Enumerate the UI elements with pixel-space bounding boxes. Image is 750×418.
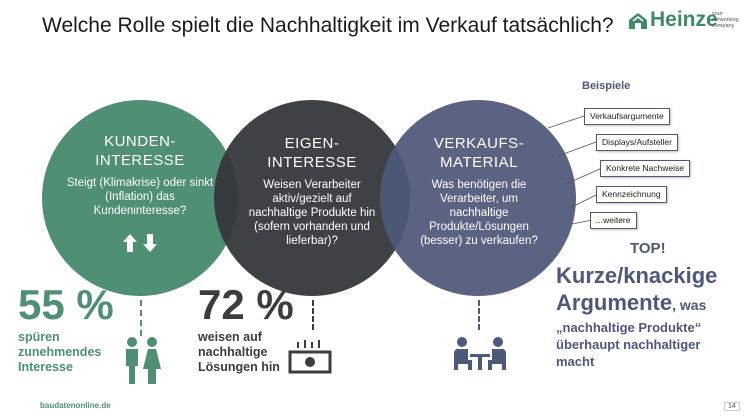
stat-1-line3: Interesse (18, 360, 73, 374)
example-connector-lines (547, 115, 603, 225)
heinze-logo-icon (629, 13, 647, 29)
top-message-argumente: Argumente (556, 290, 673, 315)
top-message: Kurze/knackige Argumente, was „nachhalti… (556, 262, 746, 370)
arrows-up-down-icon (123, 234, 157, 252)
stat-1-text: spüren zunehmendes Interesse (18, 330, 101, 375)
top-message-line3: „nachhaltige Produkte“ (556, 320, 702, 335)
example-weitere: ...weitere (590, 212, 637, 229)
example-displays: Displays/Aufsteller (596, 134, 678, 151)
circle-verkaufsmaterial (380, 100, 576, 296)
meeting-icon (454, 337, 506, 370)
page-title: Welche Rolle spielt die Nachhaltigkeit i… (42, 14, 614, 37)
circle-1-body: Steigt (Klimakrise) oder sinkt (Inflatio… (66, 177, 214, 217)
couple-icon (126, 337, 161, 384)
stat-2-text: weisen auf nachhaltige Lösungen hin (198, 330, 280, 375)
circle-2-body: Weisen Verarbeiter aktiv/gezielt auf nac… (248, 179, 376, 247)
circle-kundeninteresse (42, 100, 238, 296)
circle-1-heading-line1: KUNDEN- (104, 133, 176, 150)
circle-2-heading-line1: EIGEN- (284, 135, 340, 152)
logo-tagline: your networking company (712, 11, 739, 29)
stat-2-line1: weisen auf (198, 330, 262, 344)
circle-3-heading-line1: VERKAUFS- (433, 135, 525, 152)
example-nachweise: Konkrete Nachweise (600, 160, 690, 177)
top-label: TOP! (630, 240, 666, 257)
circle-3-heading: VERKAUFS- MATERIAL (420, 134, 538, 172)
top-message-line4: überhaupt nachhaltiger (556, 337, 701, 352)
connector-2 (312, 300, 314, 330)
stat-1-line2: zunehmendes (18, 345, 102, 359)
circle-1-heading-line2: INTERESSE (95, 152, 185, 169)
stat-2-line2: nachhaltige (198, 345, 268, 359)
circle-3-body: Was benötigen die Verarbeiter, um nachha… (420, 179, 538, 247)
stat-1-line1: spüren (18, 330, 60, 344)
stat-1-value: 55 % (18, 281, 114, 328)
circle-2-heading-line2: INTERESSE (267, 154, 357, 171)
footer-source: baudatenonline.de (40, 401, 111, 410)
circle-1-heading: KUNDEN- INTERESSE (82, 132, 198, 170)
stat-2-value: 72 % (198, 281, 294, 328)
top-message-was: , was (672, 297, 707, 313)
logo-wordmark: Heinze (650, 8, 718, 31)
example-kennzeichnung: Kennzeichnung (596, 186, 667, 203)
top-message-line5: macht (556, 354, 595, 369)
heinze-logo: Heinze your networking company (628, 8, 740, 36)
money-icon (288, 340, 332, 374)
top-message-line2: Argumente, was (556, 289, 746, 319)
top-message-line1: Kurze/knackige (556, 263, 718, 288)
page-number: 14 (724, 402, 740, 411)
stat-2-line3: Lösungen hin (198, 360, 280, 374)
examples-title: Beispiele (582, 80, 631, 92)
circle-eigeninteresse (214, 100, 410, 296)
circle-2-heading: EIGEN- INTERESSE (250, 134, 374, 172)
connector-1 (140, 300, 142, 336)
connector-3 (478, 300, 480, 330)
circle-3-heading-line2: MATERIAL (440, 154, 518, 171)
example-verkaufsargumente: Verkaufsargumente (584, 108, 670, 125)
